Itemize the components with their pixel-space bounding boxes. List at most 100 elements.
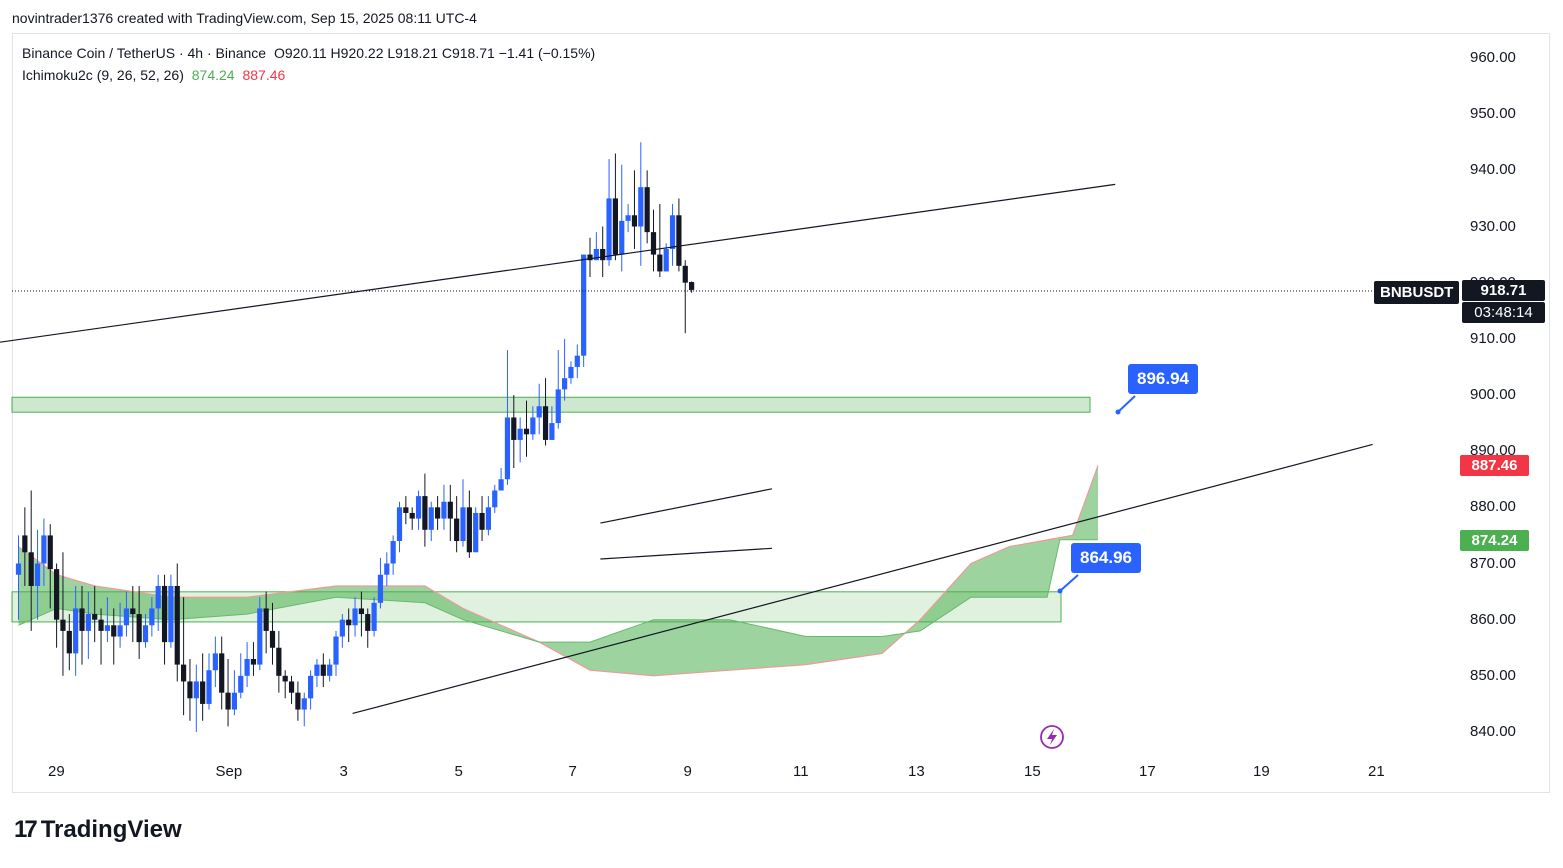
candle-body [574,355,580,367]
candle-body [200,681,206,704]
trendline-4 [600,547,773,560]
candle-body [301,698,307,710]
candle-body [619,220,625,255]
legend-indicator-row: Ichimoku2c (9, 26, 52, 26) 874.24 887.46 [22,67,289,83]
price-tick-label: 870.00 [1470,554,1516,572]
callout-lower[interactable]: 864.96 [1071,543,1141,573]
candle-body [485,507,491,530]
time-tick-label: 19 [1253,763,1270,780]
candle-body [212,653,218,671]
candle-body [320,664,326,676]
candle-body [676,215,682,266]
time-tick-label: 3 [339,763,348,780]
candle-body [308,675,314,699]
candle-body [562,378,568,390]
callout-lower-dot [1057,588,1063,594]
support-zone-1 [11,396,1091,413]
candle-body [492,490,498,508]
legend-indicator-value-1: 874.24 [191,67,235,83]
candle-body [447,501,453,519]
time-tick-label: 21 [1368,763,1385,780]
candle-body [454,518,460,542]
cloud-lower-tag: 874.24 [1460,530,1529,551]
price-tick-label: 940.00 [1470,161,1516,179]
price-tick-label: 910.00 [1470,329,1516,347]
lightning-icon[interactable] [1040,725,1064,749]
candle-body [435,507,441,519]
candle-body [34,563,41,586]
candle-body [428,507,434,530]
candle-body [73,608,79,654]
time-tick-label: 5 [454,763,463,780]
candle-body [390,541,396,564]
ticker-tag: BNBUSDT [1374,281,1460,304]
candle-body [231,692,237,710]
price-tick-label: 850.00 [1470,666,1516,684]
candle-body [536,406,542,418]
candle-body [219,653,225,693]
last-price-tag: 918.71 [1462,280,1545,301]
candle-body [689,282,695,290]
candle-body [358,608,364,615]
candle-body [238,675,244,693]
tradingview-logo-mark-icon: 17 [14,816,38,843]
candle-body [593,248,599,261]
candle-body [168,585,174,643]
callout-upper[interactable]: 896.94 [1128,364,1198,394]
price-tick-label: 890.00 [1470,442,1516,460]
time-tick-label: 29 [48,763,65,780]
candle-body [15,563,22,575]
candle-body [549,423,555,440]
time-tick-label: Sep [215,763,243,780]
callout-lower-pointer [1059,574,1079,592]
legend-symbol: Binance Coin / TetherUS · 4h · Binance [22,45,267,61]
candle-body [581,254,587,356]
candle-body [117,625,123,637]
candle-body [181,664,187,682]
candle-body [600,248,606,261]
candle-body [193,681,199,699]
candles-layer [15,142,695,733]
candle-body [130,608,136,615]
trendline-3 [600,488,773,524]
candle-body [174,585,180,665]
callout-upper-dot [1115,409,1121,415]
candle-body [587,254,593,261]
price-tick-label: 880.00 [1470,498,1516,516]
candle-body [542,406,549,440]
candle-body [79,608,85,631]
candle-body [41,535,47,564]
candle-body [250,658,257,665]
candle-body [346,619,352,626]
time-tick-label: 17 [1139,763,1156,780]
candle-body [396,507,403,542]
candle-body [682,265,688,283]
candle-body [92,614,98,620]
time-tick-label: 13 [908,763,925,780]
legend-indicator-value-2: 887.46 [242,67,286,83]
cloud-span-b-line [18,465,1099,677]
price-tick-label: 900.00 [1470,386,1516,403]
candle-body [663,248,669,272]
candle-body [339,619,345,637]
candle-body [149,608,155,626]
candle-body [377,574,384,603]
candle-body [638,187,644,227]
candle-body [60,619,66,631]
candle-body [206,670,212,704]
legend-symbol-row: Binance Coin / TetherUS · 4h · Binance O… [22,45,599,61]
candle-body [28,552,34,586]
candle-body [295,692,301,710]
candle-body [54,569,60,620]
candle-body [644,187,650,233]
countdown-tag: 03:48:14 [1462,302,1545,323]
candle-body [612,198,618,255]
ichimoku-cloud-layer [18,465,1099,677]
candle-body [47,535,53,570]
candle-body [403,507,409,513]
candle-body [276,647,282,676]
candle-body [85,614,91,631]
time-tick-label: 15 [1024,763,1041,780]
candle-body [333,636,339,665]
